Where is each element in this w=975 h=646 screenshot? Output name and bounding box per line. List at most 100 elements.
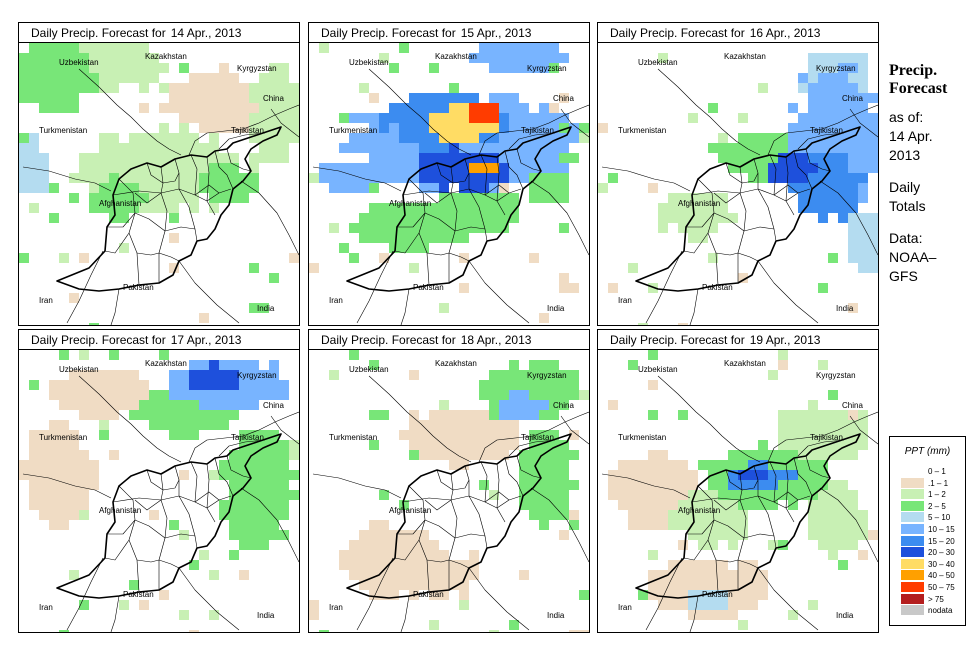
precip-cell <box>648 520 658 530</box>
precip-cell <box>209 420 219 430</box>
precip-cell <box>718 500 728 510</box>
precip-cell <box>239 500 249 510</box>
province-boundary <box>753 465 777 549</box>
country-boundary <box>478 104 589 156</box>
precip-cell <box>738 620 748 630</box>
precip-cell <box>858 63 868 73</box>
map-label-china: China <box>842 94 863 103</box>
precip-cell <box>509 193 519 203</box>
precip-cell <box>349 113 359 123</box>
precip-cell <box>329 163 339 173</box>
precip-cell <box>449 173 459 183</box>
precip-cell <box>489 410 499 420</box>
precip-cell <box>179 163 189 173</box>
precip-cell <box>838 63 848 73</box>
afghanistan-border <box>635 126 861 292</box>
precip-cell <box>788 460 798 470</box>
precip-cell <box>199 420 209 430</box>
map-label-kazakhstan: Kazakhstan <box>724 359 766 368</box>
precip-cell <box>59 83 69 93</box>
precip-cell <box>449 440 459 450</box>
precip-cell <box>489 450 499 460</box>
precip-cell <box>179 183 189 193</box>
precip-cell <box>249 93 259 103</box>
precip-cell <box>628 480 638 490</box>
precip-cell <box>559 163 569 173</box>
precip-cell <box>149 53 159 63</box>
precip-map-svg: UzbekistanKazakhstanKyrgyzstanChinaTurkm… <box>309 350 589 632</box>
precip-cell <box>828 390 838 400</box>
precip-cell <box>319 43 329 53</box>
precip-cell <box>339 143 349 153</box>
precip-cell <box>279 63 289 73</box>
precip-cell <box>79 253 89 263</box>
precip-cell <box>219 500 229 510</box>
precip-cell <box>59 430 69 440</box>
precip-cell <box>89 63 99 73</box>
legend-swatch <box>901 558 924 569</box>
precip-cell <box>778 420 788 430</box>
precip-cell <box>439 203 449 213</box>
precip-cell <box>189 410 199 420</box>
precip-cell <box>319 173 329 183</box>
precip-cell <box>798 193 808 203</box>
precip-cell <box>579 590 589 600</box>
precip-cell <box>129 133 139 143</box>
precip-cell <box>329 183 339 193</box>
province-boundary <box>785 156 795 216</box>
precip-cell <box>239 390 249 400</box>
precip-cell <box>359 183 369 193</box>
precip-cell <box>549 480 559 490</box>
precip-cell <box>229 410 239 420</box>
precip-cell <box>279 490 289 500</box>
precip-cell <box>778 490 788 500</box>
precip-cell <box>808 113 818 123</box>
precip-cell <box>369 560 379 570</box>
precip-cell <box>419 123 429 133</box>
precip-cell <box>99 193 109 203</box>
precip-cell <box>189 153 199 163</box>
country-boundary <box>657 68 761 156</box>
precip-cell <box>269 83 279 93</box>
province-boundary <box>214 150 234 190</box>
precip-cell <box>149 133 159 143</box>
precip-cell <box>209 153 219 163</box>
precip-cell <box>549 500 559 510</box>
precip-cell <box>39 480 49 490</box>
precip-cell <box>718 143 728 153</box>
map-label-tajikistan: Tajikistan <box>810 433 843 442</box>
precip-cell <box>189 400 199 410</box>
precip-cell <box>549 103 559 113</box>
province-boundary <box>496 156 506 216</box>
precip-cell <box>549 143 559 153</box>
precip-cell <box>329 370 339 380</box>
precip-cell <box>818 410 828 420</box>
province-boundary <box>773 184 799 196</box>
precip-cell <box>219 470 229 480</box>
precip-cell <box>718 490 728 500</box>
precip-cell <box>539 370 549 380</box>
province-boundary <box>226 148 252 172</box>
precip-cell <box>858 133 868 143</box>
precip-cell <box>808 500 818 510</box>
precip-cell <box>688 600 698 610</box>
precip-cell <box>89 400 99 410</box>
precip-cell <box>29 133 39 143</box>
province-boundary <box>408 178 430 286</box>
precip-cell <box>79 153 89 163</box>
precip-cell <box>409 430 419 440</box>
precip-cell <box>459 133 469 143</box>
precip-cell <box>459 590 469 600</box>
precip-cell <box>648 380 658 390</box>
province-boundary <box>104 539 130 561</box>
precip-cell <box>658 500 668 510</box>
precip-cell <box>539 133 549 143</box>
data-source: Data: NOAA– GFS <box>889 230 937 284</box>
precip-cell <box>688 480 698 490</box>
precip-cell <box>519 63 529 73</box>
precip-cell <box>419 540 429 550</box>
precip-cell <box>89 480 99 490</box>
map-label-china: China <box>553 94 574 103</box>
precip-cell <box>169 430 179 440</box>
